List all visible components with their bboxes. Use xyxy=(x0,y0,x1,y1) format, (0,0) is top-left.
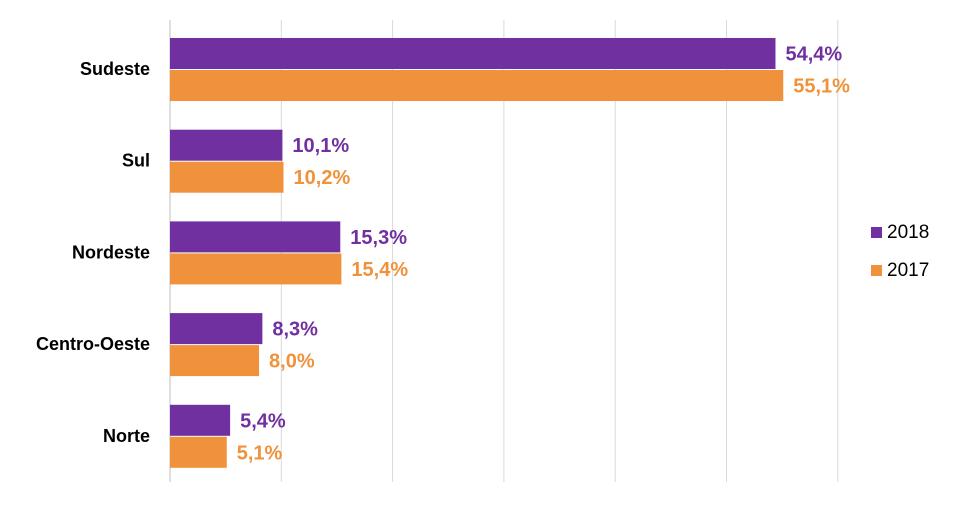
category-label: Nordeste xyxy=(72,242,150,262)
data-label-2017: 55,1% xyxy=(793,76,850,98)
legend-label-2017: 2017 xyxy=(887,260,929,281)
bar-2018 xyxy=(170,313,263,345)
data-label-2018: 10,1% xyxy=(292,135,349,157)
data-label-2018: 8,3% xyxy=(272,319,318,341)
legend-swatch-2017 xyxy=(871,265,882,276)
bar-2018 xyxy=(170,38,776,69)
bar-2017 xyxy=(170,161,284,193)
category-label: Centro-Oeste xyxy=(36,334,150,354)
data-label-2017: 5,1% xyxy=(237,442,283,464)
bar-2018 xyxy=(170,129,283,161)
category-label: Norte xyxy=(103,426,150,446)
legend-swatch-2018 xyxy=(871,227,882,238)
data-label-2018: 5,4% xyxy=(240,410,286,432)
bar-2018 xyxy=(170,404,231,436)
data-label-2017: 8,0% xyxy=(269,351,315,373)
data-label-2018: 54,4% xyxy=(785,44,842,66)
legend-label-2018: 2018 xyxy=(887,222,929,243)
bar-2017 xyxy=(170,253,342,285)
category-label: Sudeste xyxy=(80,59,150,79)
bar-2018 xyxy=(170,221,341,253)
bar-2017 xyxy=(170,436,227,468)
data-label-2018: 15,3% xyxy=(350,227,407,249)
bar-2017 xyxy=(170,345,260,377)
data-label-2017: 10,2% xyxy=(294,167,351,189)
bar-2017 xyxy=(170,70,784,101)
data-label-2017: 15,4% xyxy=(351,259,408,281)
category-label: Sul xyxy=(122,151,150,171)
